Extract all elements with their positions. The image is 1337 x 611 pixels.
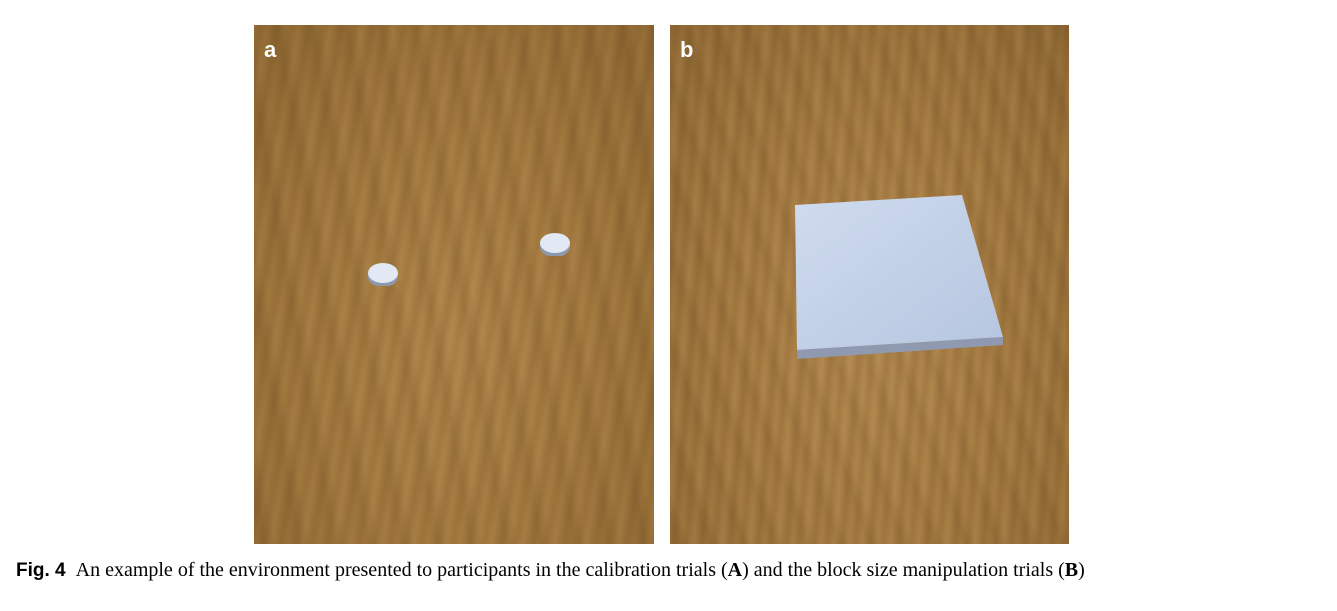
caption-text-part-1: An example of the environment presented …: [75, 559, 728, 581]
panel-label-a: a: [264, 37, 277, 62]
caption-ref-a: A: [727, 559, 743, 581]
panel-label-b: b: [680, 37, 694, 62]
caption-ref-b: B: [1064, 559, 1079, 581]
block-object: [785, 190, 1005, 365]
figure-caption: Fig. 4 An example of the environment pres…: [16, 559, 1085, 582]
panel-b-block-scene: b: [670, 25, 1069, 544]
caption-text-part-2: ) and the block size manipulation trials…: [742, 559, 1065, 581]
panel-a-calibration-scene: a: [254, 25, 654, 544]
figure-number: Fig. 4: [16, 560, 66, 581]
caption-text-part-3: ): [1078, 559, 1085, 581]
target-disc-right: [540, 232, 570, 256]
target-disc-left: [368, 262, 398, 286]
